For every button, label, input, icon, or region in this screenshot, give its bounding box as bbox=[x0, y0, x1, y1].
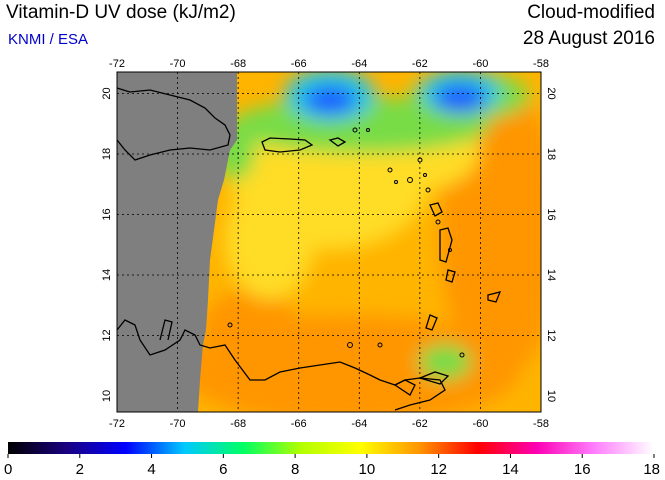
colorbar-label: 0 bbox=[4, 461, 12, 478]
lat-label: 14 bbox=[545, 269, 557, 281]
lon-label: -64 bbox=[351, 418, 367, 430]
map-frame bbox=[116, 71, 542, 413]
lat-label: 18 bbox=[101, 148, 113, 160]
lon-label: -60 bbox=[472, 418, 488, 430]
colorbar-label: 12 bbox=[430, 461, 447, 478]
lon-label: -70 bbox=[170, 418, 186, 430]
date-label: 28 August 2016 bbox=[522, 28, 655, 49]
lat-label: 12 bbox=[101, 329, 113, 341]
lat-label: 16 bbox=[545, 208, 557, 220]
colorbar-label: 18 bbox=[643, 461, 660, 478]
lat-label: 20 bbox=[101, 87, 113, 99]
colorbar-label: 6 bbox=[219, 461, 227, 478]
colorbar-label: 14 bbox=[502, 461, 519, 478]
lon-label: -72 bbox=[109, 418, 125, 430]
colorbar-label: 16 bbox=[574, 461, 591, 478]
product-label: Cloud-modified bbox=[527, 2, 655, 23]
graticule bbox=[117, 72, 541, 412]
lon-label: -68 bbox=[230, 58, 246, 70]
lon-label: -58 bbox=[533, 418, 549, 430]
colorbar-labels: 0 2 4 6 8 10 12 14 16 18 bbox=[4, 454, 660, 478]
lon-label: -62 bbox=[412, 418, 428, 430]
lon-label: -60 bbox=[472, 58, 488, 70]
lat-label: 10 bbox=[101, 390, 113, 402]
lon-label: -58 bbox=[533, 58, 549, 70]
lat-labels-right: 10 12 14 16 18 20 bbox=[545, 87, 557, 402]
map-title: Vitamin-D UV dose (kJ/m2) bbox=[6, 2, 236, 23]
lon-labels-top: -72 -70 -68 -66 -64 -62 -60 -58 bbox=[109, 58, 549, 70]
lat-label: 12 bbox=[545, 329, 557, 341]
lon-label: -68 bbox=[230, 418, 246, 430]
small-islands bbox=[227, 127, 465, 358]
colorbar-label: 2 bbox=[76, 461, 84, 478]
lat-labels-left: 10 12 14 16 18 20 bbox=[101, 87, 113, 402]
coastlines bbox=[117, 87, 502, 411]
lat-label: 14 bbox=[101, 269, 113, 281]
lon-label: -70 bbox=[170, 58, 186, 70]
lat-label: 18 bbox=[545, 148, 557, 160]
lat-label: 20 bbox=[545, 87, 557, 99]
lon-label: -72 bbox=[109, 58, 125, 70]
lon-label: -66 bbox=[291, 418, 307, 430]
source-label: KNMI / ESA bbox=[8, 31, 89, 48]
colorbar-label: 8 bbox=[291, 461, 299, 478]
colorbar-label: 10 bbox=[359, 461, 376, 478]
lon-label: -66 bbox=[291, 58, 307, 70]
lon-label: -64 bbox=[351, 58, 367, 70]
lat-label: 10 bbox=[545, 390, 557, 402]
colorbar-label: 4 bbox=[147, 461, 155, 478]
uv-field bbox=[117, 72, 541, 412]
colorbar bbox=[8, 442, 654, 454]
lon-labels-bottom: -72 -70 -68 -66 -64 -62 -60 -58 bbox=[109, 418, 549, 430]
lon-label: -62 bbox=[412, 58, 428, 70]
lat-label: 16 bbox=[101, 208, 113, 220]
